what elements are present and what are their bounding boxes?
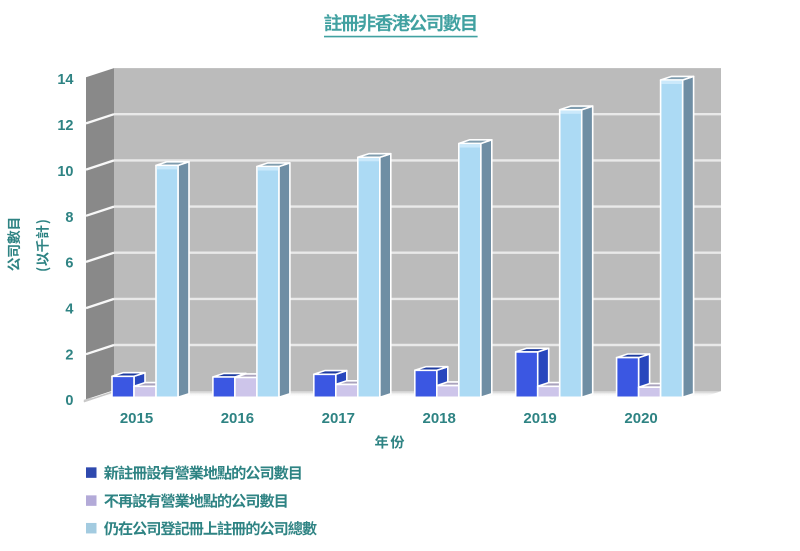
svg-text:2017: 2017 <box>322 410 355 427</box>
svg-text:0: 0 <box>65 393 73 409</box>
svg-text:2015: 2015 <box>120 410 153 427</box>
svg-text:8: 8 <box>65 210 73 226</box>
svg-text:2016: 2016 <box>221 410 254 427</box>
svg-text:10: 10 <box>57 164 73 180</box>
svg-text:2019: 2019 <box>523 410 556 427</box>
svg-text:2: 2 <box>65 347 73 363</box>
svg-text:2018: 2018 <box>423 410 456 427</box>
svg-text:6: 6 <box>65 256 73 272</box>
svg-text:2020: 2020 <box>624 410 657 427</box>
svg-text:12: 12 <box>57 118 73 134</box>
svg-text:14: 14 <box>57 72 73 88</box>
svg-text:4: 4 <box>65 302 73 318</box>
